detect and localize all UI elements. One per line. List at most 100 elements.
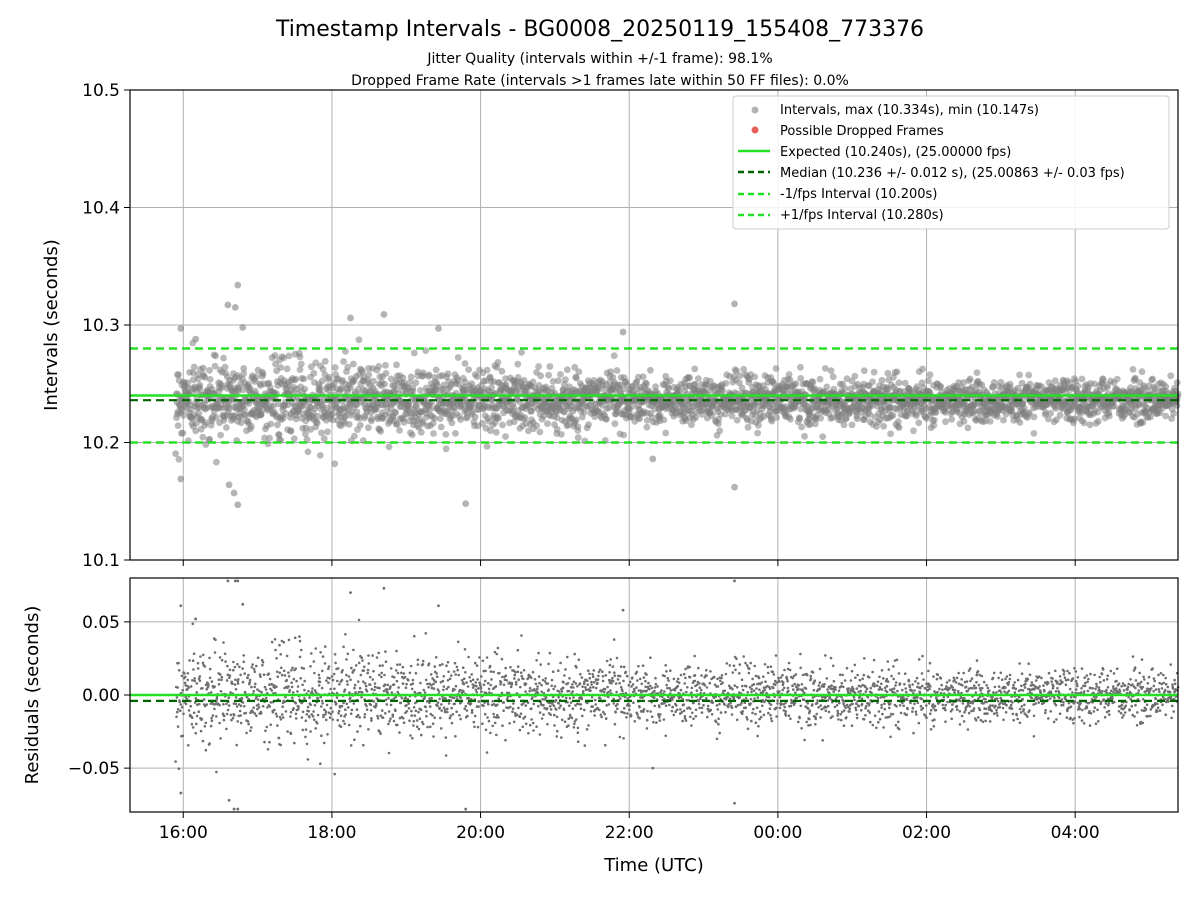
interval-point xyxy=(382,370,390,377)
interval-point xyxy=(432,366,440,374)
interval-point xyxy=(932,409,940,416)
residual-point xyxy=(239,704,243,708)
interval-point xyxy=(931,416,938,424)
residual-point xyxy=(383,683,387,686)
residual-point xyxy=(280,639,284,643)
residual-point xyxy=(552,687,555,691)
residual-point xyxy=(485,656,489,659)
residual-point xyxy=(619,697,622,700)
residual-point xyxy=(443,708,447,712)
residual-point xyxy=(429,673,433,676)
interval-point xyxy=(786,376,794,384)
residual-point xyxy=(482,683,486,687)
residual-point xyxy=(379,714,383,717)
residual-point xyxy=(509,705,512,709)
interval-point xyxy=(1131,374,1139,382)
residual-point xyxy=(590,696,594,699)
legend-label-upper-interval: +1/fps Interval (10.280s) xyxy=(780,208,944,223)
residual-point xyxy=(691,711,694,715)
residual-point xyxy=(597,670,601,674)
residual-point xyxy=(464,704,468,708)
residual-point xyxy=(534,682,538,686)
residual-point xyxy=(625,674,629,678)
interval-point xyxy=(417,387,424,394)
residual-point xyxy=(666,686,669,690)
residual-point xyxy=(194,697,198,700)
interval-point xyxy=(840,421,848,429)
residual-point xyxy=(279,718,283,721)
residual-point xyxy=(612,638,616,641)
residual-point xyxy=(180,706,184,709)
residual-point xyxy=(412,720,416,723)
residual-point xyxy=(660,689,663,692)
interval-point xyxy=(392,409,399,417)
interval-point xyxy=(381,380,388,388)
residual-point xyxy=(325,718,328,722)
residual-point xyxy=(239,673,242,677)
interval-point xyxy=(365,371,373,379)
interval-outlier-point xyxy=(619,328,627,336)
residual-point xyxy=(542,713,545,716)
residual-point xyxy=(393,676,396,679)
interval-point xyxy=(430,430,437,437)
residual-point xyxy=(205,688,208,691)
residual-point xyxy=(442,706,446,710)
residual-point xyxy=(531,696,534,699)
residual-point xyxy=(382,689,386,693)
interval-point xyxy=(590,377,598,384)
residual-point xyxy=(440,709,444,712)
residual-point xyxy=(609,658,612,661)
residual-point xyxy=(472,720,476,724)
residual-point xyxy=(187,686,191,689)
residual-point xyxy=(484,728,488,732)
residual-point xyxy=(414,671,418,675)
residual-point xyxy=(683,717,687,720)
residual-point xyxy=(446,679,450,682)
residual-point xyxy=(336,679,339,683)
residual-point xyxy=(551,702,554,706)
residual-point xyxy=(679,696,683,699)
residual-point xyxy=(175,715,178,719)
interval-point xyxy=(798,423,805,431)
interval-point xyxy=(206,435,214,443)
residual-point xyxy=(290,685,294,689)
interval-outlier-point xyxy=(649,455,657,463)
residual-point xyxy=(559,661,562,665)
residual-point xyxy=(308,696,311,699)
interval-point xyxy=(1129,366,1137,373)
residual-point xyxy=(665,670,668,673)
residual-point xyxy=(551,695,555,699)
residual-point xyxy=(359,673,363,677)
residual-point xyxy=(650,715,654,718)
residual-point xyxy=(390,691,394,694)
residual-point xyxy=(546,722,549,726)
residual-point xyxy=(461,666,465,669)
interval-point xyxy=(292,375,300,383)
residual-point xyxy=(487,703,490,706)
residual-point xyxy=(434,680,438,684)
residual-point xyxy=(524,682,528,685)
interval-point xyxy=(736,372,744,380)
residual-point xyxy=(611,679,615,683)
residual-point xyxy=(628,704,631,708)
residual-point xyxy=(549,713,552,716)
residual-point xyxy=(320,734,323,737)
residual-point xyxy=(586,683,590,686)
residual-point xyxy=(320,686,324,690)
residual-point xyxy=(432,682,435,686)
residual-point xyxy=(241,680,245,684)
residual-point xyxy=(277,736,281,740)
residual-point xyxy=(504,738,507,742)
residual-point xyxy=(694,714,698,718)
residual-point xyxy=(682,703,686,706)
interval-point xyxy=(755,421,762,429)
residual-point xyxy=(407,702,411,705)
interval-point xyxy=(184,379,192,387)
residual-point xyxy=(532,702,536,706)
residual-point xyxy=(594,703,597,706)
residual-point xyxy=(177,669,181,672)
interval-point xyxy=(785,371,793,378)
residual-point xyxy=(518,715,522,719)
legend-label-median: Median (10.236 +/- 0.012 s), (25.00863 +… xyxy=(780,166,1125,181)
residual-point xyxy=(537,704,540,708)
